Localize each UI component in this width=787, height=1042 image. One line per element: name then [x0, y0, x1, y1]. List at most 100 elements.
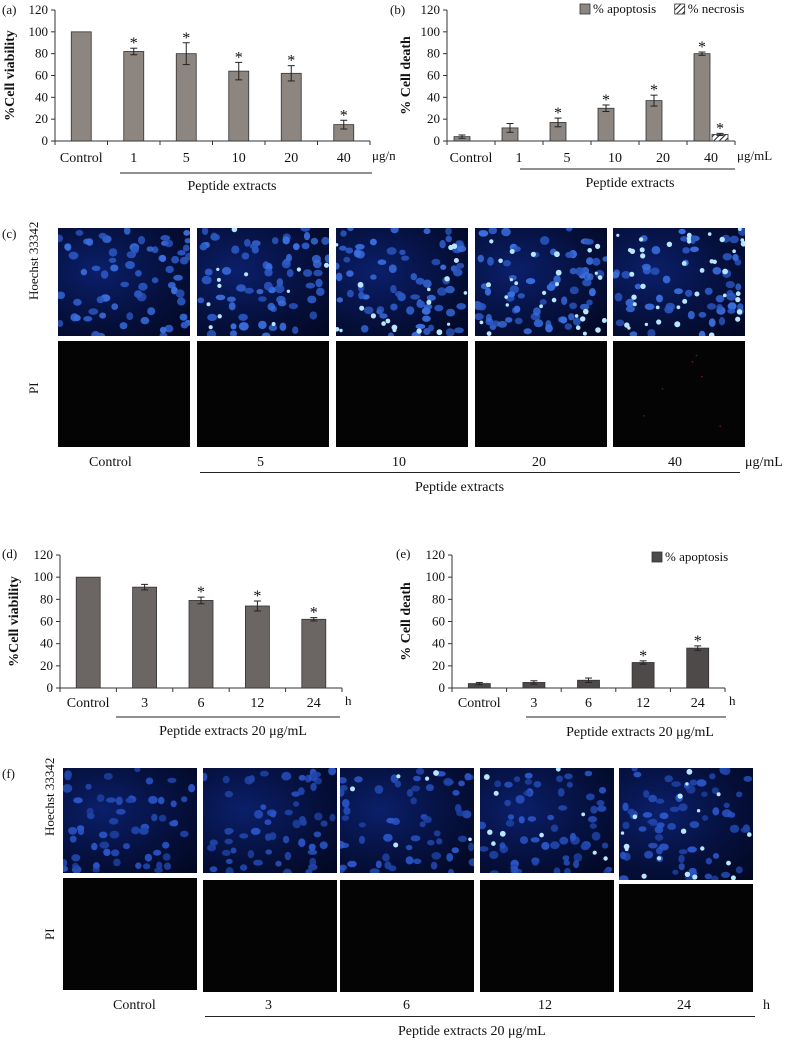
nucleus	[310, 782, 317, 792]
nucleus	[138, 827, 149, 835]
bar-b-apoptosis-5	[693, 53, 711, 142]
nucleus	[199, 243, 208, 251]
nucleus	[103, 772, 113, 780]
nucleus	[399, 249, 406, 255]
nucleus	[716, 304, 723, 311]
nucleus	[291, 791, 301, 797]
x-tick-label-b-0: Control	[450, 151, 493, 166]
nucleus	[258, 320, 267, 330]
nucleus	[72, 862, 79, 870]
nucleus	[138, 282, 148, 291]
nucleus	[575, 267, 585, 276]
nucleus	[513, 776, 521, 783]
nucleus	[358, 822, 366, 828]
condensed-nucleus	[493, 790, 499, 796]
nucleus	[686, 785, 696, 794]
nucleus	[369, 238, 377, 246]
nucleus	[201, 275, 212, 285]
nucleus	[434, 304, 444, 312]
condensed-nucleus	[629, 271, 635, 277]
condensed-nucleus	[644, 322, 649, 327]
nucleus	[297, 787, 305, 796]
nucleus	[561, 296, 568, 305]
y-axis-label-d: %Cell viability	[7, 576, 22, 667]
condensed-nucleus	[666, 241, 673, 247]
condensed-nucleus	[732, 249, 736, 253]
micrograph-hoechst-f-12	[480, 768, 614, 873]
nucleus	[336, 272, 343, 282]
nucleus	[63, 859, 68, 867]
nucleus	[265, 849, 272, 855]
nucleus	[231, 245, 240, 254]
nucleus	[736, 791, 743, 798]
nucleus	[99, 312, 106, 319]
nucleus	[260, 804, 267, 810]
nucleus	[165, 265, 174, 274]
condensed-nucleus	[324, 262, 329, 268]
bar-d-s-3	[244, 605, 270, 689]
nucleus	[244, 287, 254, 294]
nucleus	[224, 790, 234, 798]
nucleus	[410, 273, 417, 281]
nucleus	[363, 306, 374, 315]
nucleus	[625, 298, 635, 307]
nucleus	[390, 285, 397, 294]
nucleus	[347, 228, 354, 232]
nucleus	[589, 288, 596, 297]
nucleus	[324, 254, 329, 263]
group-label-d: Peptide extracts 20 μg/mL	[159, 724, 307, 739]
nucleus	[664, 305, 674, 314]
condensed-nucleus	[216, 277, 221, 282]
nucleus	[108, 248, 118, 257]
nucleus	[126, 312, 134, 321]
nucleus	[111, 303, 119, 310]
nucleus	[96, 794, 105, 802]
condensed-nucleus	[686, 768, 693, 775]
condensed-nucleus	[707, 232, 712, 236]
micrograph-hoechst-f-control	[63, 768, 197, 873]
nucleus	[505, 819, 515, 827]
nucleus	[387, 332, 394, 336]
condensed-nucleus	[730, 875, 736, 880]
nucleus	[596, 800, 605, 806]
nucleus	[718, 317, 726, 326]
condensed-nucleus	[574, 314, 579, 318]
nucleus	[329, 813, 336, 822]
nucleus	[687, 846, 697, 853]
nucleus	[113, 858, 121, 867]
nucleus	[249, 243, 259, 249]
nucleus	[478, 230, 485, 236]
y-tick-label-e: 0	[439, 680, 446, 695]
significance-star-d-2: *	[197, 584, 205, 601]
nucleus	[507, 291, 516, 298]
nucleus	[484, 287, 492, 296]
nucleus	[259, 770, 269, 777]
nucleus	[704, 287, 713, 295]
condensed-nucleus	[719, 236, 725, 243]
nucleus	[177, 297, 186, 306]
y-tick-label-d: 60	[40, 614, 53, 629]
nucleus	[656, 847, 663, 855]
nucleus	[689, 235, 696, 244]
nucleus	[135, 270, 142, 277]
nucleus	[565, 251, 574, 258]
nucleus	[656, 294, 663, 303]
nucleus	[689, 779, 698, 786]
nucleus	[456, 303, 467, 310]
nucleus	[729, 824, 740, 833]
panel-letter-b: (b)	[390, 2, 406, 17]
nucleus	[524, 778, 533, 785]
condensed-nucleus	[603, 856, 608, 861]
x-tick-label-a-0: Control	[60, 151, 103, 166]
condensed-nucleus	[416, 328, 422, 334]
legend-swatch-b-1	[674, 3, 686, 15]
nucleus	[580, 842, 590, 851]
nucleus	[311, 254, 321, 264]
condensed-nucleus	[336, 327, 340, 332]
y-tick-label-a: 0	[42, 133, 49, 148]
condensed-nucleus	[359, 305, 365, 311]
y-tick-label-b: 40	[427, 89, 440, 104]
nucleus	[282, 835, 290, 844]
condensed-nucleus	[539, 832, 544, 838]
nucleus	[583, 271, 591, 281]
